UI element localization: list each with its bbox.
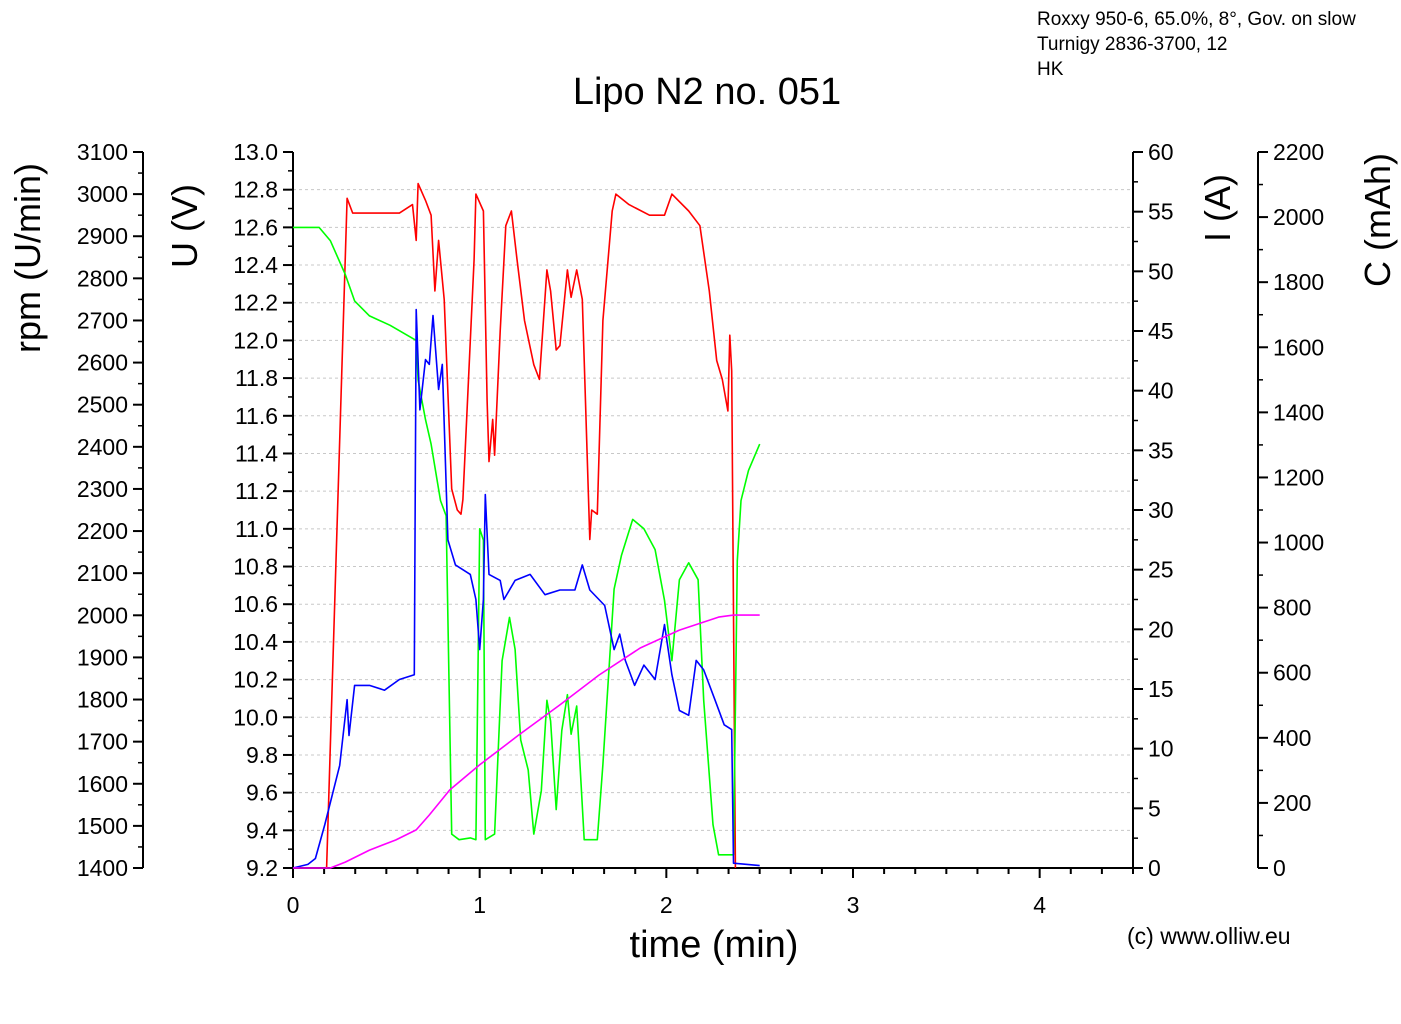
C-tick-label: 2000 bbox=[1273, 204, 1324, 230]
U-series-line bbox=[293, 226, 761, 856]
copyright: (c) www.olliw.eu bbox=[1127, 923, 1291, 949]
C-tick-label: 2200 bbox=[1273, 139, 1324, 165]
x-tick-label: 1 bbox=[473, 892, 486, 918]
I-tick-label: 15 bbox=[1148, 676, 1174, 702]
U-tick-label: 11.0 bbox=[235, 516, 278, 542]
I-tick-label: 45 bbox=[1148, 318, 1174, 344]
rpm-tick-label: 3000 bbox=[77, 181, 128, 207]
chart-title: Lipo N2 no. 051 bbox=[573, 71, 841, 113]
U-tick-label: 12.8 bbox=[233, 177, 278, 203]
rpm-tick-label: 1800 bbox=[77, 687, 128, 713]
I-tick-label: 60 bbox=[1148, 139, 1174, 165]
rpm-tick-label: 2000 bbox=[77, 602, 128, 628]
U-tick-label: 9.8 bbox=[246, 742, 278, 768]
rpm-tick-label: 1400 bbox=[77, 855, 128, 881]
note-line-2: Turnigy 2836-3700, 12 bbox=[1037, 34, 1228, 55]
rpm-tick-label: 2500 bbox=[77, 392, 128, 418]
U-tick-label: 10.4 bbox=[233, 629, 278, 655]
rpm-tick-label: 2400 bbox=[77, 434, 128, 460]
C-tick-label: 200 bbox=[1273, 790, 1311, 816]
note-line-3: HK bbox=[1037, 59, 1064, 80]
C-tick-label: 0 bbox=[1273, 855, 1286, 881]
C-tick-label: 800 bbox=[1273, 595, 1311, 621]
rpm-tick-label: 1700 bbox=[77, 729, 128, 755]
U-tick-label: 10.6 bbox=[233, 591, 278, 617]
C-tick-label: 1800 bbox=[1273, 269, 1324, 295]
rpm-tick-label: 2100 bbox=[77, 560, 128, 586]
note-line-1: Roxxy 950-6, 65.0%, 8°, Gov. on slow bbox=[1037, 9, 1356, 30]
U-tick-label: 13.0 bbox=[233, 139, 278, 165]
x-tick-label: 0 bbox=[287, 892, 300, 918]
I-tick-label: 30 bbox=[1148, 497, 1174, 523]
rpm-tick-label: 2200 bbox=[77, 518, 128, 544]
x-tick-label: 4 bbox=[1033, 892, 1046, 918]
I-tick-label: 10 bbox=[1148, 736, 1174, 762]
C-tick-label: 1200 bbox=[1273, 464, 1324, 490]
C-tick-label: 1000 bbox=[1273, 530, 1324, 556]
I-tick-label: 20 bbox=[1148, 616, 1174, 642]
rpm-tick-label: 1500 bbox=[77, 813, 128, 839]
I-tick-label: 25 bbox=[1148, 557, 1174, 583]
rpm-tick-label: 1600 bbox=[77, 771, 128, 797]
rpm-tick-label: 2900 bbox=[77, 223, 128, 249]
I-tick-label: 35 bbox=[1148, 437, 1174, 463]
U-tick-label: 10.8 bbox=[233, 554, 278, 580]
C-series-line bbox=[293, 614, 760, 869]
rpm-tick-label: 3100 bbox=[77, 139, 128, 165]
rpm-axis-label: rpm (U/min) bbox=[7, 163, 48, 353]
U-tick-label: 11.8 bbox=[235, 365, 278, 391]
U-tick-label: 11.2 bbox=[235, 478, 278, 504]
rpm-tick-label: 2600 bbox=[77, 350, 128, 376]
U-tick-label: 9.4 bbox=[246, 817, 278, 843]
C-tick-label: 1600 bbox=[1273, 334, 1324, 360]
rpm-tick-label: 2700 bbox=[77, 307, 128, 333]
U-tick-label: 12.4 bbox=[233, 252, 278, 278]
I-tick-label: 5 bbox=[1148, 795, 1161, 821]
U-tick-label: 9.2 bbox=[246, 855, 278, 881]
I-series-line bbox=[292, 308, 760, 869]
U-tick-label: 10.0 bbox=[233, 704, 278, 730]
rpm-tick-label: 2800 bbox=[77, 265, 128, 291]
I-tick-label: 40 bbox=[1148, 378, 1174, 404]
I-tick-label: 55 bbox=[1148, 199, 1174, 225]
c-axis-label: C (mAh) bbox=[1357, 153, 1398, 287]
i-axis-label: I (A) bbox=[1197, 174, 1238, 242]
x-axis-label: time (min) bbox=[630, 924, 799, 966]
U-tick-label: 12.6 bbox=[233, 214, 278, 240]
U-tick-label: 10.2 bbox=[233, 667, 278, 693]
C-tick-label: 1400 bbox=[1273, 399, 1324, 425]
U-tick-label: 12.0 bbox=[233, 327, 278, 353]
x-tick-label: 2 bbox=[660, 892, 673, 918]
u-axis-label: U (V) bbox=[164, 184, 205, 268]
rpm-series-line bbox=[325, 182, 737, 869]
x-tick-label: 3 bbox=[847, 892, 860, 918]
rpm-tick-label: 1900 bbox=[77, 644, 128, 670]
U-tick-label: 12.2 bbox=[233, 290, 278, 316]
rpm-tick-label: 2300 bbox=[77, 476, 128, 502]
I-tick-label: 50 bbox=[1148, 258, 1174, 284]
I-tick-label: 0 bbox=[1148, 855, 1161, 881]
U-tick-label: 9.6 bbox=[246, 780, 278, 806]
C-tick-label: 600 bbox=[1273, 660, 1311, 686]
U-tick-label: 11.6 bbox=[235, 403, 278, 429]
U-tick-label: 11.4 bbox=[235, 440, 278, 466]
C-tick-label: 400 bbox=[1273, 725, 1311, 751]
